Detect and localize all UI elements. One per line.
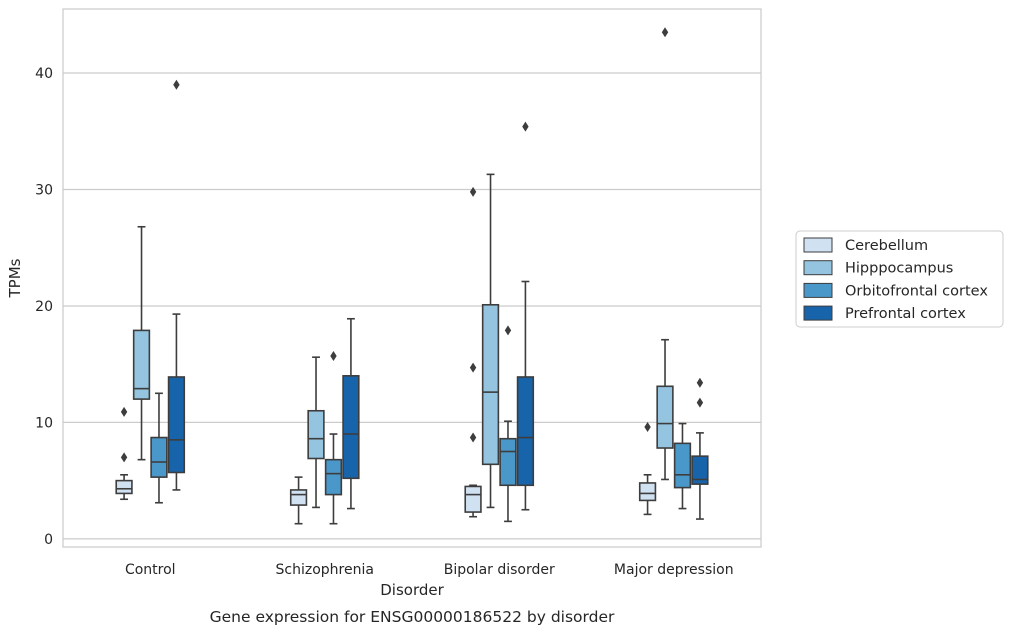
y-tick-label: 40: [35, 66, 53, 82]
box-0-3: [638, 422, 657, 516]
y-tick-label: 0: [44, 532, 53, 548]
boxes: [115, 27, 709, 525]
box-2-0: [150, 392, 168, 504]
legend-entry: Prefrontal cortex: [845, 306, 966, 322]
box-body: [324, 458, 343, 496]
outlier-point: [120, 406, 128, 417]
box-2-3: [673, 422, 692, 510]
y-tick-label: 20: [35, 299, 53, 315]
outlier-point: [504, 325, 512, 336]
x-tick-label: Schizophrenia: [276, 562, 374, 578]
legend-entry: Orbitofrontal cortex: [845, 283, 988, 299]
y-tick-label: 30: [35, 182, 53, 198]
chart-caption: Gene expression for ENSG00000186522 by d…: [210, 608, 615, 626]
legend-entry: Hipppocampus: [845, 261, 953, 277]
box-body: [150, 436, 168, 478]
outlier-point: [469, 186, 477, 197]
box-body: [656, 385, 674, 449]
outlier-point: [696, 377, 704, 388]
legend-items: Cerebellum Hipppocampus Orbitofrontal cort…: [803, 237, 988, 322]
outlier-point: [120, 452, 128, 463]
box-body: [115, 479, 133, 495]
box-body: [342, 375, 360, 480]
box-3-0: [167, 79, 186, 491]
x-ticks: Control Schizophrenia Bipolar disorder Majo…: [125, 562, 734, 578]
outlier-point: [522, 121, 529, 132]
box-2-2: [499, 325, 517, 523]
box-body: [307, 409, 325, 460]
box-1-3: [656, 27, 674, 481]
x-axis-label: Disorder: [380, 581, 444, 599]
legend-swatch: [803, 305, 833, 321]
outlier-point: [661, 27, 669, 38]
box-3-3: [691, 377, 709, 520]
y-tick-label: 10: [35, 415, 53, 431]
box-1-0: [132, 225, 151, 461]
outlier-point: [469, 362, 477, 373]
box-0-0: [115, 406, 133, 501]
outlier-point: [173, 79, 180, 90]
y-axis-label: TPMs: [6, 258, 24, 298]
box-2-1: [324, 351, 343, 525]
box-body: [167, 376, 186, 474]
legend-frame: [795, 230, 1004, 328]
outlier-point: [644, 422, 651, 433]
y-ticks: 0 10 20 30 40: [35, 66, 53, 548]
box-3-1: [342, 317, 360, 510]
x-tick-label: Bipolar disorder: [444, 562, 555, 578]
box-1-1: [307, 356, 325, 509]
outlier-point: [696, 397, 704, 408]
box-1-2: [481, 173, 500, 509]
x-tick-label: Control: [125, 562, 176, 578]
box-0-2: [464, 186, 482, 518]
box-body: [481, 303, 500, 466]
box-body: [638, 482, 657, 502]
legend-entry: Cerebellum: [845, 238, 928, 254]
box-0-1: [289, 476, 308, 525]
legend-swatch: [803, 260, 833, 276]
box-3-2: [516, 121, 535, 511]
outlier-point: [469, 432, 477, 443]
plot-area: [62, 8, 762, 548]
x-tick-label: Major depression: [614, 562, 734, 578]
box-body: [691, 455, 709, 485]
legend-swatch: [803, 237, 833, 253]
legend-swatch: [803, 282, 833, 298]
box-body: [289, 489, 308, 506]
legend: Cerebellum Hipppocampus Orbitofrontal cort…: [795, 230, 1004, 328]
box-body: [673, 442, 692, 489]
box-body: [516, 376, 535, 487]
box-body: [464, 485, 482, 513]
outlier-point: [330, 351, 337, 362]
box-body: [132, 329, 151, 400]
box-body: [499, 437, 517, 487]
